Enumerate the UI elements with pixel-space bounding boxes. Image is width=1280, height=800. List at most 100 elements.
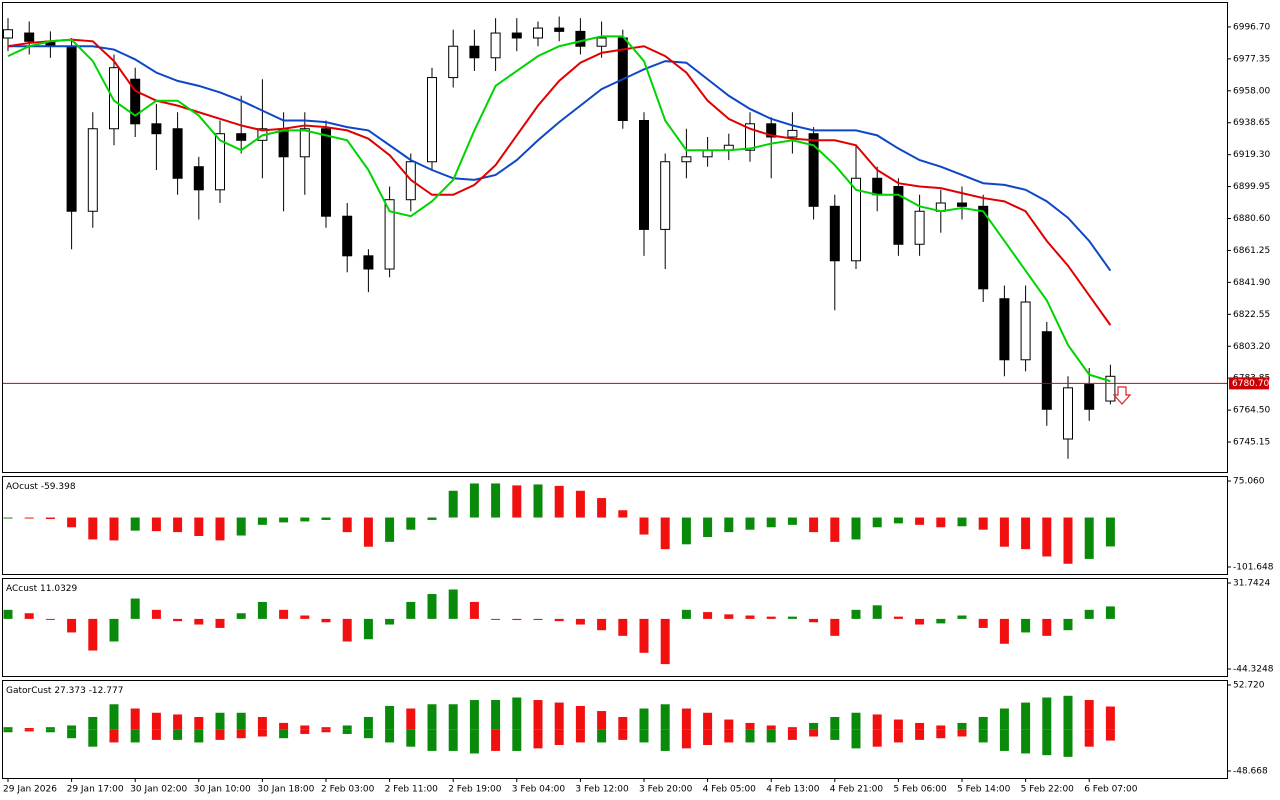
x-tick-label: 29 Jan 2026 <box>3 785 57 795</box>
candle-body <box>66 45 77 212</box>
gator-bar <box>448 729 458 751</box>
histogram-bar <box>342 517 352 533</box>
gator-bar <box>999 729 1009 751</box>
candle-body <box>893 186 904 245</box>
histogram-bar <box>575 618 585 625</box>
histogram-bar <box>936 618 946 624</box>
histogram-bar <box>893 517 903 524</box>
candle-body <box>978 205 989 290</box>
histogram-bar <box>385 618 395 625</box>
x-tick-label: 3 Feb 04:00 <box>512 785 566 795</box>
gator-bar <box>724 719 734 730</box>
histogram-bar <box>660 618 670 665</box>
indicator-name: ACcust <box>6 584 38 594</box>
gator-bar <box>554 729 564 745</box>
gator-bar <box>194 716 204 730</box>
histogram-bar <box>151 517 161 532</box>
candle-body <box>808 133 819 207</box>
candle-body <box>278 128 289 158</box>
candle-body <box>575 30 586 47</box>
candle-body <box>1041 331 1052 410</box>
histogram-bar <box>703 612 713 619</box>
histogram-bar <box>448 490 458 518</box>
ao-pane <box>2 476 1228 575</box>
histogram-bar <box>830 618 840 636</box>
histogram-bar <box>130 517 140 531</box>
histogram-bar <box>724 517 734 533</box>
candle-body <box>914 210 925 245</box>
histogram-bar <box>24 517 34 519</box>
gator-bar <box>936 725 946 730</box>
histogram-bar <box>1042 618 1052 636</box>
histogram-bar <box>3 517 13 519</box>
gator-bar <box>3 727 13 730</box>
histogram-bar <box>893 616 903 619</box>
histogram-bar <box>427 594 437 619</box>
gator-bar <box>151 729 161 740</box>
gator-bar <box>681 729 691 749</box>
histogram-bar <box>385 517 395 542</box>
histogram-bar <box>639 618 649 653</box>
x-tick-label: 2 Feb 11:00 <box>385 785 439 795</box>
gator-bar <box>257 716 267 730</box>
histogram-bar <box>512 618 522 621</box>
y-tick-label: 6803.20 <box>1233 342 1270 352</box>
histogram-bar <box>1105 606 1115 619</box>
gator-bar <box>533 729 543 749</box>
candle-body <box>533 27 543 39</box>
candle-body <box>299 128 310 158</box>
y-tick-label: 6841.90 <box>1233 278 1270 288</box>
histogram-bar <box>300 615 310 619</box>
histogram-bar <box>215 517 225 541</box>
gator-bar <box>1105 706 1115 730</box>
gator-bar <box>830 716 840 730</box>
gator-bar <box>703 729 713 745</box>
candle-body <box>215 133 225 191</box>
histogram-bar <box>257 517 267 525</box>
histogram-bar <box>872 605 882 619</box>
gator-bar <box>257 729 267 737</box>
candle-body <box>384 199 395 270</box>
histogram-bar <box>257 601 267 619</box>
gator-bar <box>830 729 840 740</box>
candle-body <box>87 128 98 212</box>
histogram-bar <box>173 618 183 622</box>
histogram-bar <box>491 483 501 518</box>
gator-bar <box>851 712 861 730</box>
gator-bar <box>597 711 607 730</box>
gator-bar <box>173 729 183 740</box>
gator-bar <box>342 729 352 734</box>
candle-body <box>851 177 861 262</box>
gator-bar <box>766 729 776 743</box>
histogram-bar <box>533 618 543 621</box>
gator-bar <box>321 729 331 733</box>
histogram-bar <box>1063 618 1073 631</box>
gator-bar <box>385 729 395 743</box>
histogram-bar <box>130 598 140 619</box>
gator-bar <box>215 729 225 740</box>
gator-bar <box>1084 729 1094 747</box>
gator-bar <box>766 725 776 730</box>
histogram-bar <box>1105 517 1115 547</box>
gator-bar <box>999 708 1009 730</box>
indicator-name: GatorCust <box>6 686 52 696</box>
gator-bar <box>681 708 691 730</box>
candle-body <box>490 32 501 59</box>
gator-bar <box>109 704 119 730</box>
moving-average-line <box>7 38 1112 326</box>
gator-bar <box>1021 702 1031 730</box>
histogram-bar <box>957 517 967 527</box>
y-tick-label: 6938.65 <box>1233 118 1270 128</box>
gator-bar <box>130 708 140 730</box>
gator-bar <box>363 729 373 739</box>
histogram-bar <box>512 485 522 518</box>
histogram-bar <box>24 613 34 619</box>
candle-body <box>236 133 247 141</box>
gator-bar <box>385 705 395 730</box>
candle-body <box>787 129 798 138</box>
ac-pane <box>2 578 1228 677</box>
histogram-bar <box>469 601 479 619</box>
histogram-bar <box>554 618 564 622</box>
indicator-title: GatorCust 27.373 -12.777 <box>6 686 123 696</box>
indicator-title: ACcust 11.0329 <box>6 584 78 594</box>
